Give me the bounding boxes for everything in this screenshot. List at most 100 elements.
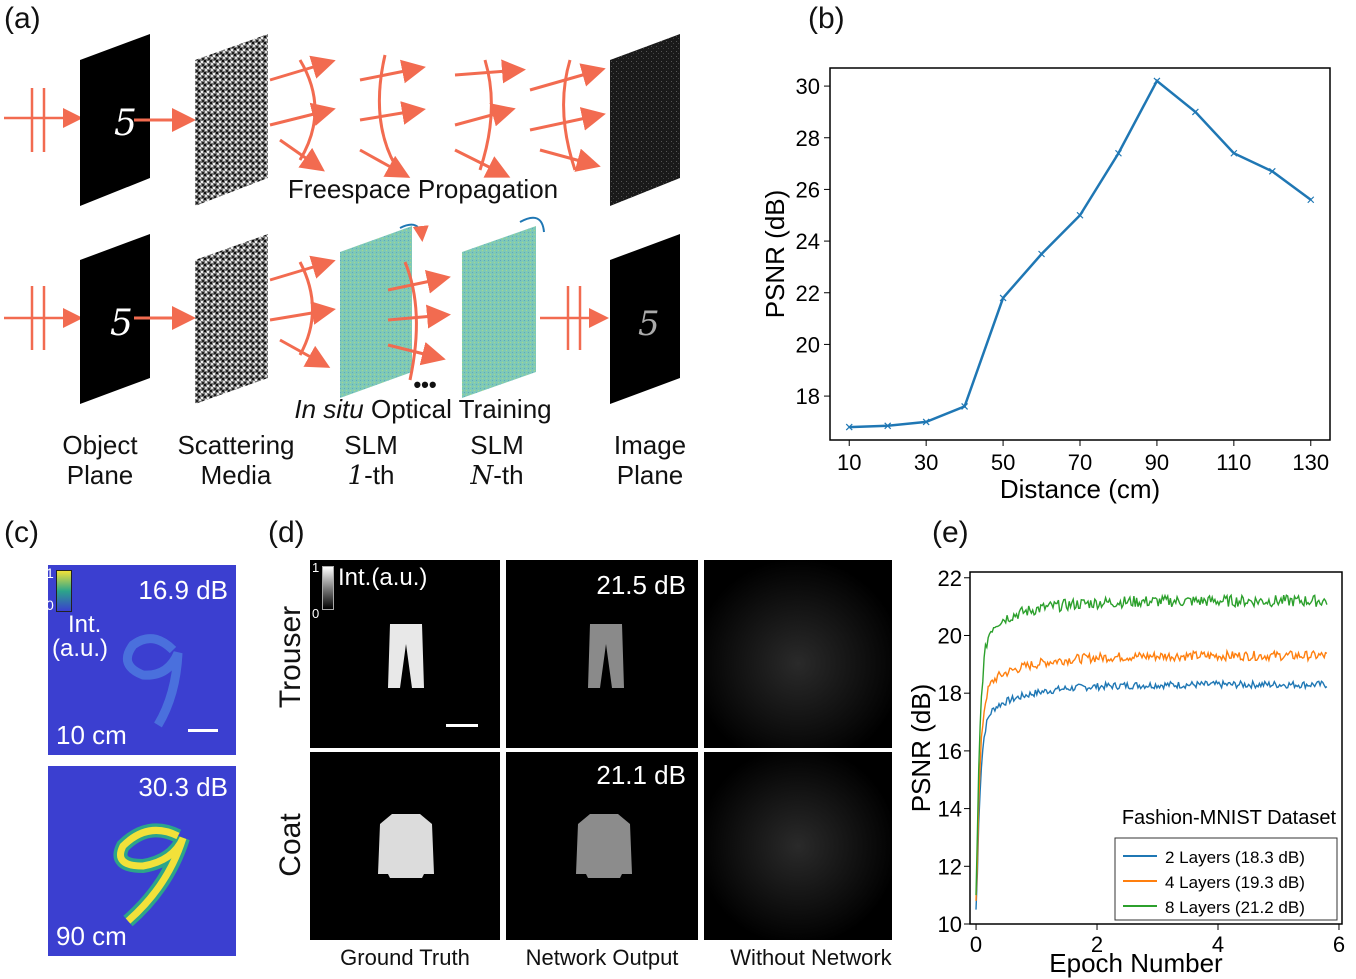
legend-label-2: 4 Layers (19.3 dB) bbox=[1165, 873, 1305, 892]
scattering-media-bottom bbox=[195, 234, 268, 404]
coat-network-output: 21.1 dB bbox=[506, 752, 698, 940]
x-tick-label-b: 110 bbox=[1216, 450, 1251, 475]
y-tick-label-b: 22 bbox=[796, 281, 820, 306]
colorbar-label-au: (a.u.) bbox=[52, 635, 109, 662]
row1-wavefronts bbox=[4, 88, 83, 152]
data-point-marker bbox=[999, 294, 1007, 302]
plot-frame-b bbox=[829, 67, 1331, 441]
column-network-output: Network Output bbox=[525, 945, 679, 970]
slm-1 bbox=[340, 226, 412, 398]
digit-image-90cm: 30.3 dB 90 cm bbox=[48, 766, 236, 956]
trouser-reconstructed bbox=[588, 624, 624, 688]
caption-image-plane: Image Plane bbox=[613, 430, 687, 490]
marker-stroke bbox=[999, 294, 1007, 302]
row2-wavefronts bbox=[4, 286, 83, 350]
y-axis-label-e: PSNR (dB) bbox=[906, 684, 936, 813]
x-tick-label-e: 2 bbox=[1091, 932, 1103, 957]
data-point-marker bbox=[1038, 250, 1045, 258]
grayscale-colorbar bbox=[322, 566, 334, 610]
insitu-label: In situ Optical Training bbox=[294, 394, 551, 424]
optical-setup-diagram: 5 Freespace Propagation 5 bbox=[4, 34, 680, 424]
image-plane-bottom bbox=[610, 234, 680, 404]
legend-label-1: 2 Layers (18.3 dB) bbox=[1165, 848, 1305, 867]
x-axis-label-e: Epoch Number bbox=[1049, 948, 1223, 978]
slm-n bbox=[462, 226, 536, 398]
series-line-2 bbox=[975, 648, 1328, 901]
column-without-network: Without Network bbox=[730, 945, 892, 970]
y-tick-label-b: 24 bbox=[796, 229, 820, 254]
data-point-marker bbox=[1153, 77, 1161, 85]
data-point-marker bbox=[845, 423, 853, 431]
caption-scattering-media: Scattering Media bbox=[177, 430, 295, 490]
x-tick-label-b: 130 bbox=[1292, 450, 1329, 475]
data-point-marker bbox=[1076, 211, 1084, 219]
digit-image-10cm: 1 0 Int. (a.u.) 16.9 dB 10 cm bbox=[46, 565, 236, 755]
data-point-marker bbox=[1307, 196, 1315, 204]
marker-stroke bbox=[1268, 167, 1276, 175]
marker-stroke bbox=[1153, 77, 1161, 85]
y-tick-label-e: 14 bbox=[938, 797, 962, 822]
caption-slm-n: SLM N-th bbox=[470, 430, 524, 491]
marker-stroke bbox=[884, 422, 892, 430]
data-point-marker bbox=[961, 402, 969, 410]
coat-without-network bbox=[704, 752, 892, 940]
x-tick-label-e: 0 bbox=[970, 932, 982, 957]
y-tick-label-b: 20 bbox=[796, 332, 820, 357]
series-line-1 bbox=[975, 678, 1328, 910]
marker-stroke bbox=[1038, 250, 1045, 258]
coat-shape bbox=[378, 814, 434, 878]
marker-stroke bbox=[845, 423, 853, 431]
series-line-3 bbox=[975, 593, 1328, 896]
digit-bottom: 5 bbox=[110, 303, 133, 344]
x-tick-label-b: 10 bbox=[837, 450, 861, 475]
digit-nine-faint bbox=[122, 634, 183, 728]
scattering-media-top bbox=[195, 34, 268, 206]
coat-ground-truth bbox=[310, 752, 500, 940]
plot-frame-e bbox=[969, 571, 1343, 925]
marker-stroke bbox=[1076, 211, 1084, 219]
ellipsis: ••• bbox=[413, 372, 436, 397]
panel-label-a: (a) bbox=[4, 2, 41, 35]
data-point-marker bbox=[1268, 167, 1276, 175]
data-point-marker bbox=[884, 422, 892, 430]
coat-reconstructed bbox=[576, 814, 632, 878]
freespace-rays bbox=[269, 54, 606, 178]
y-tick-label-e: 18 bbox=[938, 681, 962, 706]
colorbar-label-d: Int.(a.u.) bbox=[338, 564, 428, 591]
scale-bar-d bbox=[446, 724, 478, 727]
marker-stroke bbox=[922, 418, 930, 426]
y-tick-label-b: 26 bbox=[796, 177, 820, 202]
data-point-marker bbox=[1115, 149, 1122, 157]
x-tick-label-e: 6 bbox=[1333, 932, 1345, 957]
caption-slm-1: SLM 1-th bbox=[344, 430, 398, 491]
insitu-rays-1 bbox=[269, 255, 336, 368]
marker-stroke bbox=[1230, 149, 1238, 157]
psnr-90cm: 30.3 dB bbox=[138, 772, 228, 802]
marker-stroke bbox=[961, 402, 969, 410]
distance-90cm: 90 cm bbox=[56, 921, 127, 951]
colorbar-label-int: Int. bbox=[68, 611, 102, 638]
panel-label-b: (b) bbox=[808, 2, 845, 35]
data-point-marker bbox=[1191, 108, 1199, 116]
psnr-vs-epoch-chart: 0 2 4 6 10 12 14 16 18 20 22 Epoch Number PSNR (dB) F… bbox=[906, 566, 1345, 978]
row-label-trouser: Trouser bbox=[274, 605, 307, 709]
x-tick-label-b: 50 bbox=[991, 450, 1015, 475]
distance-10cm: 10 cm bbox=[56, 720, 127, 750]
output-wavefronts bbox=[540, 286, 609, 350]
colorbar-min: 0 bbox=[46, 597, 54, 613]
scale-bar bbox=[188, 729, 218, 732]
marker-stroke bbox=[1191, 108, 1199, 116]
column-ground-truth: Ground Truth bbox=[340, 945, 470, 970]
y-tick-label-e: 12 bbox=[938, 854, 962, 879]
colorbar-viridis bbox=[56, 570, 72, 612]
legend-title: Fashion-MNIST Dataset bbox=[1122, 807, 1337, 829]
row-label-coat: Coat bbox=[274, 813, 307, 877]
y-tick-label-e: 10 bbox=[938, 912, 962, 937]
digit-top: 5 bbox=[114, 103, 137, 144]
psnr-series-line bbox=[849, 78, 1312, 429]
colorbar-max: 1 bbox=[46, 565, 54, 581]
object-plane-top bbox=[80, 34, 150, 206]
data-point-marker bbox=[1230, 149, 1238, 157]
y-tick-label-e: 22 bbox=[938, 566, 962, 591]
legend-label-3: 8 Layers (21.2 dB) bbox=[1165, 898, 1305, 917]
